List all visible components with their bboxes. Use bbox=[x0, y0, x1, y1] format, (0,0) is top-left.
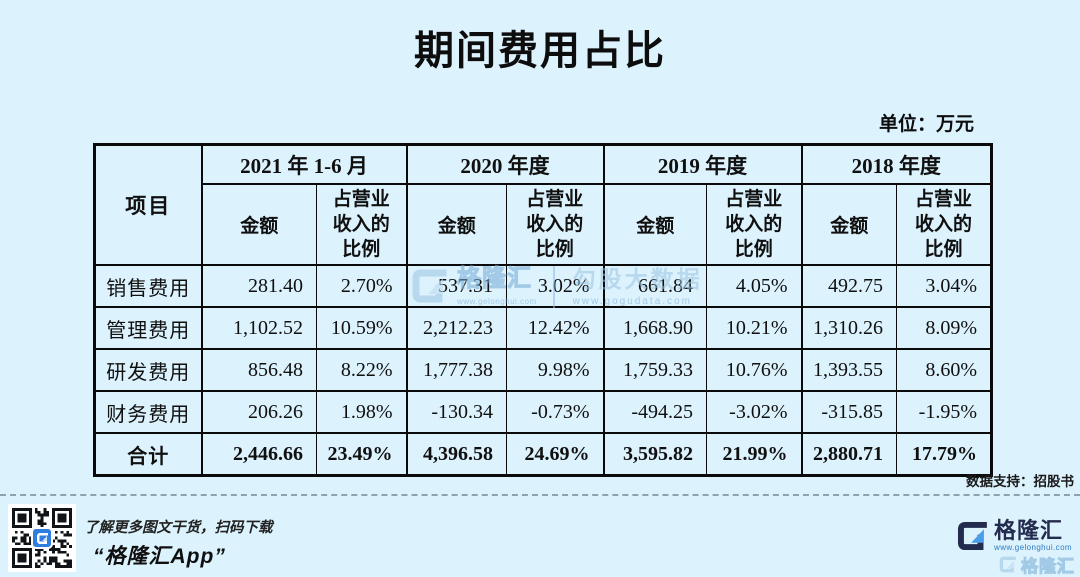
cell-value: -130.34 bbox=[405, 390, 507, 434]
cell-value: 2,212.23 bbox=[405, 306, 507, 350]
header-year-2019: 2019 年度 bbox=[602, 143, 802, 185]
page-title: 期间费用占比 bbox=[414, 29, 666, 73]
cell-value: 23.49% bbox=[316, 432, 407, 477]
header-amount: 金额 bbox=[800, 183, 897, 266]
header-year-2018: 2018 年度 bbox=[800, 143, 992, 185]
cell-value: 1,102.52 bbox=[200, 306, 317, 350]
expense-table: 项目 2021 年 1-6 月 2020 年度 2019 年度 2018 年度 … bbox=[93, 143, 993, 477]
header-amount: 金额 bbox=[602, 183, 707, 266]
cell-value: 4.05% bbox=[706, 264, 802, 308]
cell-value: -3.02% bbox=[706, 390, 802, 434]
header-ratio: 占营业收入的比例 bbox=[506, 183, 604, 266]
cell-value: 3.04% bbox=[896, 264, 992, 308]
cell-value: 12.42% bbox=[506, 306, 604, 350]
data-source-label: 数据支持：招股书 bbox=[966, 474, 1074, 489]
cell-value: 1,668.90 bbox=[602, 306, 707, 350]
row-label: 研发费用 bbox=[94, 348, 202, 392]
cell-value: 24.69% bbox=[506, 432, 604, 477]
header-ratio-text: 占营业收入的比例 bbox=[332, 189, 390, 260]
cell-value: 206.26 bbox=[200, 390, 317, 434]
cell-value: 281.40 bbox=[200, 264, 317, 308]
table-row-admin: 管理费用 1,102.52 10.59% 2,212.23 12.42% 1,6… bbox=[94, 306, 992, 350]
cell-value: 8.09% bbox=[896, 306, 992, 350]
header-ratio: 占营业收入的比例 bbox=[896, 183, 992, 266]
header-amount: 金额 bbox=[200, 183, 317, 266]
row-label: 销售费用 bbox=[94, 264, 202, 308]
cell-value: 3.02% bbox=[506, 264, 604, 308]
header-amount: 金额 bbox=[405, 183, 507, 266]
cell-value: 8.22% bbox=[316, 348, 407, 392]
row-label: 管理费用 bbox=[94, 306, 202, 350]
gelonghui-logo-icon bbox=[36, 532, 48, 544]
table-row-finance: 财务费用 206.26 1.98% -130.34 -0.73% -494.25… bbox=[94, 390, 992, 434]
header-ratio-text: 占营业收入的比例 bbox=[725, 189, 783, 260]
table-row-rnd: 研发费用 856.48 8.22% 1,777.38 9.98% 1,759.3… bbox=[94, 348, 992, 392]
gelonghui-brand: 格隆汇 www.gelonghui.com bbox=[955, 519, 1072, 553]
cell-value: 856.48 bbox=[200, 348, 317, 392]
table-header-sub: 金额 占营业收入的比例 金额 占营业收入的比例 金额 占营业收入的比例 金额 占… bbox=[95, 183, 992, 266]
cell-value: 21.99% bbox=[706, 432, 802, 477]
header-ratio-text: 占营业收入的比例 bbox=[526, 189, 584, 260]
cell-value: 4,396.58 bbox=[405, 432, 507, 477]
cell-value: 10.76% bbox=[706, 348, 802, 392]
row-label: 合计 bbox=[94, 432, 202, 477]
cell-value: 3,595.82 bbox=[602, 432, 707, 477]
table-row-sales: 销售费用 281.40 2.70% 537.31 3.02% 661.84 4.… bbox=[94, 264, 992, 308]
gelonghui-logo-icon bbox=[999, 556, 1016, 573]
unit-label: 单位：万元 bbox=[878, 114, 974, 135]
cell-value: 537.31 bbox=[405, 264, 507, 308]
cell-value: 10.59% bbox=[316, 306, 407, 350]
cell-value: 2,446.66 bbox=[200, 432, 317, 477]
cell-value: -0.73% bbox=[506, 390, 604, 434]
cell-value: 2.70% bbox=[316, 264, 407, 308]
cell-value: 1,393.55 bbox=[800, 348, 897, 392]
header-ratio: 占营业收入的比例 bbox=[706, 183, 802, 266]
header-year-2020: 2020 年度 bbox=[405, 143, 604, 185]
header-item: 项目 bbox=[94, 143, 202, 266]
cell-value: 8.60% bbox=[896, 348, 992, 392]
brand-url: www.gelonghui.com bbox=[994, 543, 1072, 552]
app-name-text: “格隆汇App” bbox=[93, 545, 226, 568]
qr-code bbox=[8, 504, 76, 572]
gelonghui-logo-icon bbox=[955, 519, 989, 553]
cell-value: 2,880.71 bbox=[800, 432, 897, 477]
brand-watermark-name: 格隆汇 bbox=[1021, 557, 1075, 577]
qr-pattern bbox=[12, 508, 72, 568]
gelonghui-brand-text: 格隆汇 www.gelonghui.com bbox=[994, 519, 1072, 552]
gelonghui-brand-watermark: 格隆汇 bbox=[998, 552, 1075, 577]
table-header-years: 项目 2021 年 1-6 月 2020 年度 2019 年度 2018 年度 bbox=[94, 143, 992, 266]
brand-name: 格隆汇 bbox=[994, 518, 1064, 543]
cell-value: 1,310.26 bbox=[800, 306, 897, 350]
cell-value: -1.95% bbox=[896, 390, 992, 434]
cell-value: -494.25 bbox=[602, 390, 707, 434]
cell-value: 1,759.33 bbox=[602, 348, 707, 392]
row-label: 财务费用 bbox=[94, 390, 202, 434]
cell-value: -315.85 bbox=[800, 390, 897, 434]
cell-value: 492.75 bbox=[800, 264, 897, 308]
cell-value: 1.98% bbox=[316, 390, 407, 434]
qr-center-logo bbox=[31, 527, 53, 549]
table-row-total: 合计 2,446.66 23.49% 4,396.58 24.69% 3,595… bbox=[94, 432, 992, 477]
header-year-2021: 2021 年 1-6 月 bbox=[200, 143, 407, 185]
cell-value: 9.98% bbox=[506, 348, 604, 392]
cell-value: 1,777.38 bbox=[405, 348, 507, 392]
promo-text: 了解更多图文干货，扫码下载 bbox=[84, 520, 273, 536]
cell-value: 661.84 bbox=[602, 264, 707, 308]
divider-dashed bbox=[0, 494, 1080, 496]
cell-value: 17.79% bbox=[896, 432, 992, 477]
header-ratio-text: 占营业收入的比例 bbox=[914, 189, 972, 260]
cell-value: 10.21% bbox=[706, 306, 802, 350]
header-ratio: 占营业收入的比例 bbox=[316, 183, 407, 266]
